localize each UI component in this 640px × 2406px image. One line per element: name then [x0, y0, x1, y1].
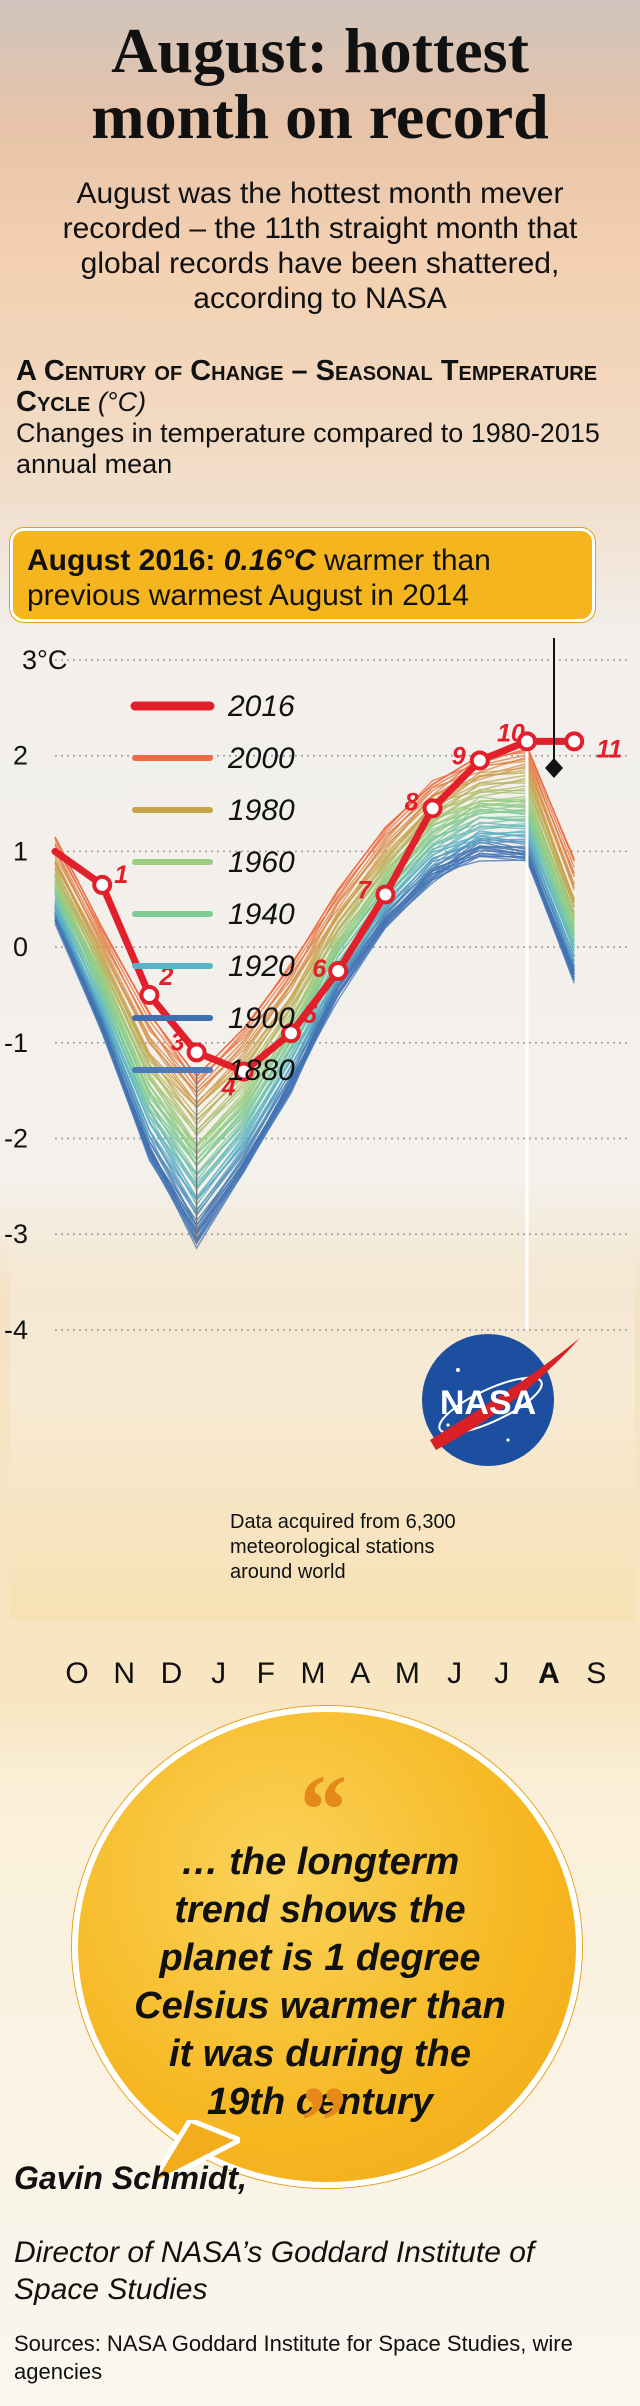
history-line	[54, 774, 575, 1117]
x-tick-label: D	[161, 1657, 183, 1690]
month-highlights	[195, 741, 529, 1330]
legend-label: 1980	[228, 794, 295, 827]
annotation-box: Data acquired from 6,300 meteorological …	[230, 1511, 456, 1583]
callout-value: 0.16°C	[223, 544, 316, 577]
x-tick-label: F	[257, 1657, 275, 1690]
point-label: 2	[158, 963, 173, 991]
y-tick-label: 3°C	[22, 645, 67, 675]
series-2016-point	[281, 1023, 301, 1044]
quote-text: … the longterm trend shows the planet is…	[134, 1841, 506, 2123]
legend-label: 1880	[228, 1054, 295, 1087]
x-tick-label: A	[350, 1657, 370, 1690]
nasa-logo: NASA	[422, 1334, 580, 1466]
legend-label: 1920	[228, 950, 295, 983]
point-label: 6	[312, 955, 327, 983]
legend-label: 1900	[228, 1002, 295, 1035]
x-tick-label: O	[65, 1657, 88, 1690]
intro-text: August was the hottest month mever recor…	[62, 177, 578, 315]
section-subtitle: Changes in temperature compared to 1980-…	[16, 418, 600, 479]
y-axis: 3°C 2 1 0 -1 -2 -3 -4	[4, 645, 67, 1345]
history-line	[54, 767, 575, 1104]
point-label: 11	[596, 735, 622, 763]
legend: 2016 2000 1980 1960 1940 1920 1900 1880	[130, 690, 295, 1087]
series-2016-point	[375, 884, 396, 905]
x-tick-label: M	[301, 1657, 326, 1690]
series-2016-point	[328, 961, 349, 982]
section-title: A Century of Change – Seasonal Temperatu…	[16, 355, 598, 418]
headline: August: hottest month on record	[0, 18, 640, 150]
x-tick-label: N	[113, 1657, 135, 1690]
history-line	[54, 779, 575, 1122]
callout-lead: August 2016:	[27, 544, 216, 577]
section-header: A Century of Change – Seasonal Temperatu…	[16, 356, 626, 480]
point-label: 7	[357, 876, 372, 904]
vector-swoosh-icon	[430, 1338, 580, 1450]
y-tick-label: -1	[4, 1028, 28, 1058]
callout-rest: warmer than previous warmest August in 2…	[27, 544, 491, 612]
y-tick-label: 0	[13, 932, 28, 962]
y-tick-label: 1	[13, 836, 28, 866]
series-2016-point	[92, 874, 113, 895]
y-tick-label: -3	[4, 1219, 28, 1249]
series-2016: 1 2 3 4 5 6 7 8 9 10 11	[51, 719, 622, 1102]
series-2016-point	[422, 798, 443, 819]
history-line	[54, 788, 575, 1132]
legend-label: 2000	[227, 742, 295, 775]
point-label: 4	[221, 1074, 236, 1102]
history-line	[54, 829, 575, 1200]
point-label: 8	[405, 788, 419, 816]
history-line	[54, 795, 575, 1147]
legend-label: 2016	[227, 690, 295, 723]
y-tick-label: 2	[13, 741, 28, 771]
x-tick-label: A	[538, 1657, 560, 1690]
point-label: 1	[114, 861, 128, 889]
callout-pointer-diamond	[545, 758, 563, 778]
history-line	[54, 762, 575, 1106]
headline-line-2: month on record	[91, 81, 549, 152]
data-annotation: Data acquired from 6,300 meteorological …	[230, 1511, 456, 1583]
y-tick-label: -4	[4, 1315, 28, 1345]
point-label: 10	[497, 719, 525, 747]
x-tick-label: M	[395, 1657, 420, 1690]
x-tick-label: S	[586, 1657, 606, 1690]
history-line	[54, 782, 575, 1121]
section-unit: (°C)	[97, 387, 147, 417]
x-tick-label: J	[447, 1657, 462, 1690]
point-label: 3	[171, 1028, 185, 1056]
history-line	[54, 835, 575, 1212]
series-2016-point	[139, 984, 160, 1005]
series-2016-point	[186, 1042, 207, 1063]
point-label: 5	[303, 1001, 318, 1029]
author-name: Gavin Schmidt	[14, 2160, 239, 2196]
legend-label: 1960	[228, 846, 295, 879]
history-line	[54, 769, 575, 1108]
nasa-logo-text: NASA	[440, 1384, 536, 1422]
series-2016-point	[564, 731, 585, 752]
history-line	[54, 838, 575, 1222]
quote-bubble	[72, 1706, 582, 2188]
series-2016-point	[469, 750, 490, 771]
close-quote-mark: ”	[295, 2066, 345, 2177]
point-label: 9	[452, 742, 466, 770]
quote-author: Gavin Schmidt,	[14, 2160, 247, 2196]
series-2016-point	[517, 731, 537, 752]
x-tick-label: J	[494, 1657, 509, 1690]
series-2016-point	[233, 1061, 254, 1082]
headline-line-1: August: hottest	[111, 15, 529, 86]
quote-bubble-tail	[150, 2120, 240, 2189]
orbit-icon	[438, 1376, 543, 1435]
open-quote-mark: “	[295, 1754, 345, 1865]
august-callout: August 2016: 0.16°C warmer than previous…	[10, 528, 595, 622]
y-tick-label: -2	[4, 1124, 28, 1154]
legend-label: 1940	[228, 898, 295, 931]
sources-text: Sources: NASA Goddard Institute for Spac…	[14, 2331, 573, 2384]
author-role: Director of NASA’s Goddard Institute of …	[14, 2236, 535, 2306]
x-tick-label: J	[211, 1657, 226, 1690]
